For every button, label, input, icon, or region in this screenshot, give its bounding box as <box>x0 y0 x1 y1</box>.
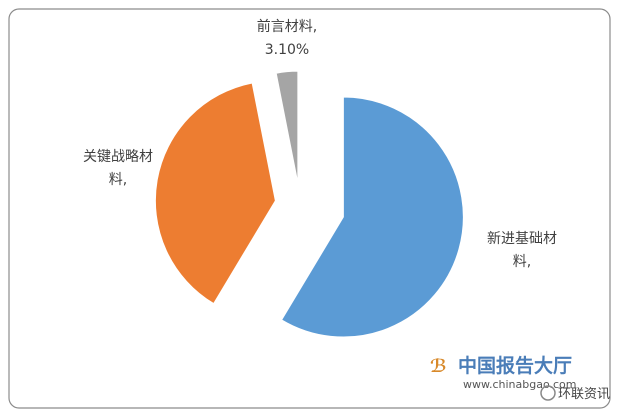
pie-slice <box>280 96 464 338</box>
watermark-url: www.chinabgao.com <box>463 378 577 391</box>
category-name: 前言材料 <box>256 19 313 35</box>
chart-frame <box>8 8 611 409</box>
separator: , <box>526 254 532 270</box>
slice-label: 前言材料, 3.10% <box>250 16 324 62</box>
value-label: 58.60% <box>495 277 548 278</box>
category-name: 新进基础材料 <box>487 231 557 270</box>
watermark-brand: 中国报告大厅 <box>458 354 572 377</box>
separator: , <box>122 172 128 188</box>
watermark: ℬ 中国报告大厅 www.chinabgao.com 环联资讯 <box>430 354 610 402</box>
watermark-logo: ℬ <box>430 356 447 377</box>
value-label: 3.10% <box>264 42 310 58</box>
separator: , <box>312 19 318 35</box>
slice-label-text: 新进基础材料, 58.60% <box>485 228 559 278</box>
value-label: 38.30% <box>91 195 144 196</box>
slice-label-text: 关键战略材料, 38.30% <box>81 146 155 196</box>
pie-slice <box>154 82 276 305</box>
pie-slice <box>275 70 299 184</box>
category-name: 关键战略材料 <box>83 149 153 188</box>
slice-label: 关键战略材料, 38.30% <box>81 146 155 196</box>
watermark-source: 环联资讯 <box>558 387 610 402</box>
slice-label-text: 前言材料, 3.10% <box>250 16 324 62</box>
watermark-icon <box>540 385 556 401</box>
slice-label: 新进基础材料, 58.60% <box>485 228 559 278</box>
